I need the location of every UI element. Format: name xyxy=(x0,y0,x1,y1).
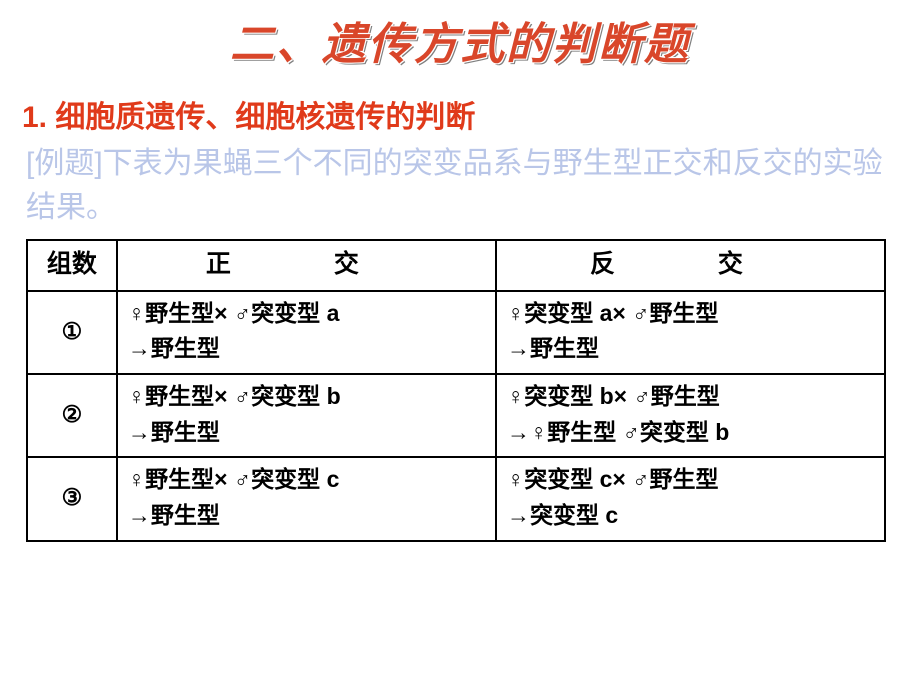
cell-forward: ♀野生型× ♂突变型 b →野生型 xyxy=(117,374,496,457)
cell-line: →野生型 xyxy=(128,331,485,367)
cell-reverse: ♀突变型 a× ♂野生型 →野生型 xyxy=(496,291,885,374)
cell-line: ♀野生型× ♂突变型 a xyxy=(128,296,485,332)
table-row: ② ♀野生型× ♂突变型 b →野生型 ♀突变型 b× ♂野生型 →♀野生型 ♂… xyxy=(27,374,885,457)
table-header-row: 组数 正 交 反 交 xyxy=(27,240,885,291)
cell-reverse: ♀突变型 c× ♂野生型 →突变型 c xyxy=(496,457,885,540)
cell-line: ♀野生型× ♂突变型 c xyxy=(128,462,485,498)
cell-line: →♀野生型 ♂突变型 b xyxy=(507,415,874,451)
cell-line: ♀突变型 b× ♂野生型 xyxy=(507,379,874,415)
cell-group-id: ③ xyxy=(27,457,117,540)
page-title: 二、遗传方式的判断题 xyxy=(0,0,920,78)
table-row: ③ ♀野生型× ♂突变型 c →野生型 ♀突变型 c× ♂野生型 →突变型 c xyxy=(27,457,885,540)
cell-line: ♀突变型 c× ♂野生型 xyxy=(507,462,874,498)
cell-forward: ♀野生型× ♂突变型 a →野生型 xyxy=(117,291,496,374)
section-subtitle: 1. 细胞质遗传、细胞核遗传的判断 xyxy=(0,78,920,136)
cell-group-id: ② xyxy=(27,374,117,457)
cell-line: →野生型 xyxy=(128,415,485,451)
cell-line: ♀突变型 a× ♂野生型 xyxy=(507,296,874,332)
genetics-table-wrap: 组数 正 交 反 交 ① ♀野生型× ♂突变型 a →野生型 ♀突变型 a× ♂… xyxy=(0,229,920,542)
cell-forward: ♀野生型× ♂突变型 c →野生型 xyxy=(117,457,496,540)
th-reverse: 反 交 xyxy=(496,240,885,291)
cell-reverse: ♀突变型 b× ♂野生型 →♀野生型 ♂突变型 b xyxy=(496,374,885,457)
cell-group-id: ① xyxy=(27,291,117,374)
cell-line: →野生型 xyxy=(128,498,485,534)
genetics-table: 组数 正 交 反 交 ① ♀野生型× ♂突变型 a →野生型 ♀突变型 a× ♂… xyxy=(26,239,886,542)
cell-line: →突变型 c xyxy=(507,498,874,534)
th-group: 组数 xyxy=(27,240,117,291)
cell-line: ♀野生型× ♂突变型 b xyxy=(128,379,485,415)
table-row: ① ♀野生型× ♂突变型 a →野生型 ♀突变型 a× ♂野生型 →野生型 xyxy=(27,291,885,374)
example-text: [例题]下表为果蝇三个不同的突变品系与野生型正交和反交的实验结果。 xyxy=(0,136,920,229)
th-forward: 正 交 xyxy=(117,240,496,291)
cell-line: →野生型 xyxy=(507,331,874,367)
